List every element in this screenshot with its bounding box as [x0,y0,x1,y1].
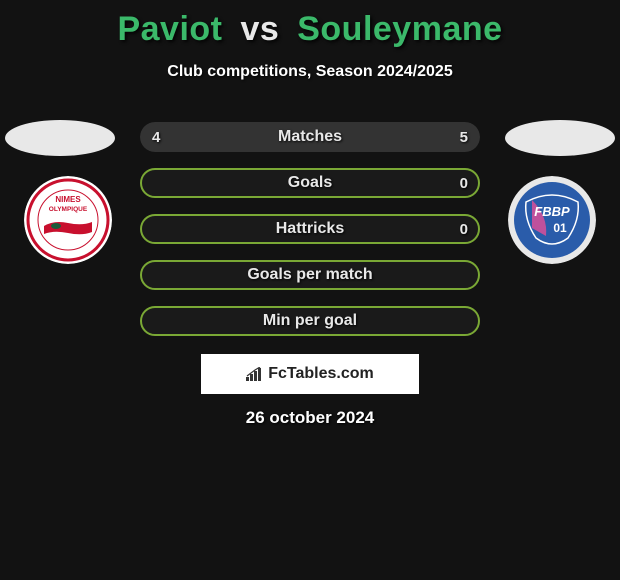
page-title: Paviot vs Souleymane [0,0,620,49]
stat-row: Goals0 [140,168,480,198]
attribution-text: FcTables.com [268,365,374,383]
player2-name: Souleymane [297,10,502,48]
club-logo-left: NIMES OLYMPIQUE [24,176,112,264]
stat-label: Goals per match [140,260,480,290]
comparison-bars: Matches45Goals0Hattricks0Goals per match… [140,122,480,352]
vs-text: vs [240,10,279,48]
player1-avatar-placeholder [5,120,115,156]
chart-icon [246,367,264,381]
stat-row: Hattricks0 [140,214,480,244]
stat-row: Goals per match [140,260,480,290]
svg-text:NIMES: NIMES [55,195,81,204]
stat-label: Hattricks [140,214,480,244]
stat-value-left: 4 [152,122,160,152]
stat-row: Matches4 5 [140,122,480,152]
svg-text:FBBP: FBBP [534,204,570,219]
date-text: 26 october 2024 [0,408,620,428]
stat-row: Min per goal [140,306,480,336]
stat-label: Goals [140,168,480,198]
stat-label: Min per goal [140,306,480,336]
club-logo-right: FBBP 01 [508,176,596,264]
player1-name: Paviot [117,10,222,48]
subtitle: Club competitions, Season 2024/2025 [0,63,620,81]
fbbp-logo-icon: FBBP 01 [508,176,596,264]
stat-label: Matches [140,122,480,152]
stat-value-right: 5 [460,122,468,152]
svg-text:OLYMPIQUE: OLYMPIQUE [49,206,88,213]
stat-value-right: 0 [460,214,468,244]
svg-text:01: 01 [553,221,567,235]
nimes-logo-icon: NIMES OLYMPIQUE [24,176,112,264]
stat-value-right: 0 [460,168,468,198]
attribution-badge[interactable]: FcTables.com [201,354,419,394]
player2-avatar-placeholder [505,120,615,156]
